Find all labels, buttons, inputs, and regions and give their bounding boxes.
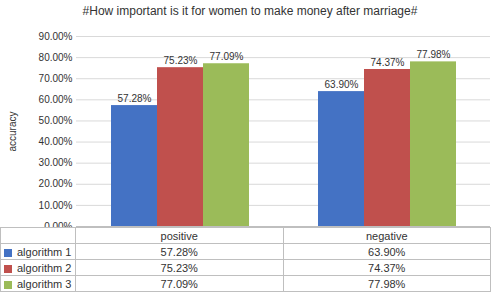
svg-text:70.00%: 70.00% xyxy=(39,73,73,84)
svg-text:20.00%: 20.00% xyxy=(39,178,73,189)
svg-text:0.00%: 0.00% xyxy=(44,221,72,227)
svg-text:57.28%: 57.28% xyxy=(118,93,152,104)
svg-text:accuracy: accuracy xyxy=(7,111,18,151)
html-text:77.09%: 77.09% xyxy=(160,277,198,290)
html-text:negative: negative xyxy=(366,229,408,242)
svg-text:80.00%: 80.00% xyxy=(39,52,73,63)
svg-text:30.00%: 30.00% xyxy=(39,157,73,168)
svg-text:63.90%: 63.90% xyxy=(325,79,359,90)
svg-text:60.00%: 60.00% xyxy=(39,94,73,105)
html-text:algorithm 2: algorithm 2 xyxy=(17,261,72,274)
svg-text:90.00%: 90.00% xyxy=(39,31,73,42)
svg-text:40.00%: 40.00% xyxy=(39,136,73,147)
html-text:algorithm 3: algorithm 3 xyxy=(17,277,72,290)
html-text:positive: positive xyxy=(160,229,198,242)
svg-text:75.23%: 75.23% xyxy=(164,55,198,66)
html-text:#How important is it for women: #How important is it for women to make m… xyxy=(82,4,418,18)
html-text:63.90%: 63.90% xyxy=(368,245,406,258)
svg-text:77.09%: 77.09% xyxy=(210,51,244,62)
svg-text:74.37%: 74.37% xyxy=(371,57,405,68)
html-text:algorithm 1: algorithm 1 xyxy=(17,245,72,258)
html-text:74.37%: 74.37% xyxy=(368,261,406,274)
svg-text:10.00%: 10.00% xyxy=(39,200,73,211)
html-text:75.23%: 75.23% xyxy=(160,261,198,274)
svg-text:77.98%: 77.98% xyxy=(417,49,451,60)
html-text:57.28%: 57.28% xyxy=(160,245,198,258)
html-text:77.98%: 77.98% xyxy=(368,277,406,290)
svg-text:50.00%: 50.00% xyxy=(39,115,73,126)
